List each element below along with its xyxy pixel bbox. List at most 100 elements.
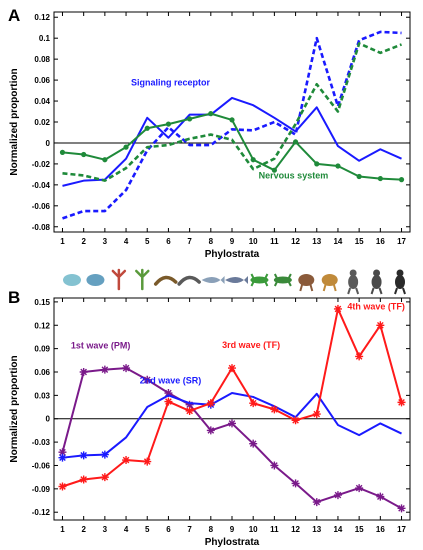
lizard-icon-body bbox=[273, 276, 292, 284]
panel-b-series-1st-wave-pm-point bbox=[355, 484, 364, 493]
lemur-icon-legs bbox=[347, 287, 360, 295]
panel-a-y-axis-title: Normalized proportion bbox=[9, 68, 20, 175]
panel-b-ytick-label: 0.15 bbox=[34, 298, 50, 307]
panel-b-xtick-label: 12 bbox=[291, 525, 300, 534]
panel-b-ytick-label: 0 bbox=[46, 415, 51, 424]
panel-b-series-1st-wave-pm-point bbox=[185, 400, 194, 409]
panel-b-series-3rd-wave-tf-point bbox=[58, 482, 67, 491]
worm-icon bbox=[153, 275, 178, 286]
panel-b-series-2nd-wave-sr-point bbox=[58, 453, 67, 462]
panel-b-xtick-label: 11 bbox=[270, 525, 279, 534]
panel-a-series-nervous-system-point bbox=[123, 144, 129, 150]
panel-b-series-3rd-wave-tf-point bbox=[355, 352, 364, 361]
panel-a-xtick-label: 1 bbox=[60, 237, 65, 246]
panel-b-series-2nd-wave-sr-point bbox=[100, 450, 109, 459]
panel-b-series-3rd-wave-tf-point bbox=[270, 405, 279, 414]
worm-icon-body bbox=[153, 275, 178, 286]
coral-icon bbox=[111, 268, 127, 291]
panel-b-ytick-label: 0.06 bbox=[34, 368, 50, 377]
panel-a-letter: A bbox=[8, 6, 20, 25]
panel-b-series-1st-wave-pm-point bbox=[79, 368, 88, 376]
panel-b-series-3rd-wave-tf-point bbox=[291, 416, 300, 425]
panel-a-xtick-label: 5 bbox=[145, 237, 150, 246]
lizard-icon bbox=[273, 273, 292, 287]
panel-b-series-3rd-wave-tf-point bbox=[249, 399, 258, 408]
panel-b-series-1st-wave-pm-point bbox=[164, 389, 173, 398]
panel-b-series-3rd-wave-tf-point bbox=[143, 457, 152, 466]
panel-b-xtick-label: 3 bbox=[103, 525, 108, 534]
panel-a-ytick-label: -0.06 bbox=[32, 202, 51, 211]
organism-icon-row bbox=[63, 268, 406, 295]
panel-a-series-nervous-system-point bbox=[314, 161, 320, 167]
panel-a-xtick-label: 6 bbox=[166, 237, 171, 246]
panel-a-xtick-label: 12 bbox=[291, 237, 300, 246]
panel-b-series-3rd-wave-tf-point bbox=[79, 475, 88, 484]
hydra-icon bbox=[135, 268, 150, 291]
kangaroo-icon-body bbox=[321, 274, 338, 286]
panel-b-ytick-label: -0.03 bbox=[32, 438, 51, 447]
panel-a-xtick-label: 8 bbox=[209, 237, 214, 246]
platypus-icon-body bbox=[298, 274, 315, 286]
panel-a-series-nervous-system-point bbox=[271, 167, 277, 173]
leech-icon-body bbox=[177, 275, 201, 286]
monkey-icon-head bbox=[373, 269, 381, 277]
fish-icon-body bbox=[201, 276, 225, 284]
monkey-icon-legs bbox=[370, 287, 383, 295]
panel-b-annotation-4th-wave-tf: 4th wave (TF) bbox=[347, 302, 405, 312]
panel-a-x-axis-title: Phylostrata bbox=[205, 249, 260, 260]
panel-a-series-nervous-system-point bbox=[102, 157, 108, 163]
fish-icon bbox=[201, 276, 225, 284]
panel-a-ytick-label: 0.08 bbox=[34, 55, 50, 64]
panel-b-letter: B bbox=[8, 288, 20, 307]
panel-b-series-1st-wave-pm-point bbox=[291, 479, 300, 488]
panel-b-xtick-label: 2 bbox=[81, 525, 86, 534]
panel-b-series-3rd-wave-tf-point bbox=[100, 473, 109, 482]
panel-b-xtick-label: 5 bbox=[145, 525, 150, 534]
panel-a-ytick-label: 0.06 bbox=[34, 76, 50, 85]
platypus-icon bbox=[298, 274, 315, 292]
frog-icon-body bbox=[250, 276, 269, 284]
panel-b-series-3rd-wave-tf-point bbox=[376, 321, 385, 330]
panel-a-ytick-label: -0.08 bbox=[32, 223, 51, 232]
platypus-icon-legs bbox=[299, 283, 314, 292]
panel-b-ytick-label: -0.06 bbox=[32, 461, 51, 470]
panel-a-xtick-label: 4 bbox=[124, 237, 129, 246]
panel-a-xtick-label: 9 bbox=[230, 237, 235, 246]
gorilla-icon-body bbox=[395, 275, 405, 289]
panel-b-ytick-label: -0.12 bbox=[32, 508, 51, 517]
panel-a-xtick-label: 11 bbox=[270, 237, 279, 246]
panel-a-ytick-label: 0.12 bbox=[34, 13, 50, 22]
panel-b-xtick-label: 10 bbox=[249, 525, 258, 534]
panel-a-series-nervous-system-point bbox=[187, 116, 193, 122]
panel-b-y-axis-title: Normalized proportion bbox=[9, 355, 20, 462]
panel-a-xtick-label: 3 bbox=[103, 237, 108, 246]
lemur-icon-body bbox=[348, 275, 359, 289]
panel-b-series-1st-wave-pm-point bbox=[270, 461, 279, 470]
panel-b-series-1st-wave-pm-point bbox=[58, 448, 67, 457]
panel-b-xtick-label: 14 bbox=[333, 525, 342, 534]
gorilla-icon-head bbox=[396, 269, 404, 277]
panel-a-xtick-label: 16 bbox=[376, 237, 385, 246]
panel-b-series-1st-wave-pm-point bbox=[206, 426, 215, 435]
coral-icon-body bbox=[111, 268, 127, 291]
lizard-icon-legs bbox=[273, 273, 292, 287]
amoeba-icon bbox=[63, 274, 81, 286]
panel-b-xtick-label: 13 bbox=[312, 525, 321, 534]
panel-b-xtick-label: 17 bbox=[397, 525, 406, 534]
panel-b-series-3rd-wave-tf-point bbox=[312, 410, 321, 419]
kangaroo-icon bbox=[321, 274, 338, 292]
panel-a-ytick-label: 0.1 bbox=[39, 34, 51, 43]
panel-a-xtick-label: 17 bbox=[397, 237, 406, 246]
panel-a-ytick-label: -0.02 bbox=[32, 160, 51, 169]
panel-b-series-3rd-wave-tf-point bbox=[206, 399, 215, 408]
panel-b-series-3rd-wave-tf-point bbox=[397, 398, 406, 407]
panel-b-xtick-label: 1 bbox=[60, 525, 65, 534]
protist-icon-body bbox=[86, 274, 105, 286]
panel-b-series-3rd-wave-tf-point bbox=[164, 397, 173, 406]
panel-a-series-nervous-system-point bbox=[398, 177, 405, 183]
panel-a-xtick-label: 14 bbox=[333, 237, 342, 246]
protist-icon bbox=[86, 274, 105, 286]
panel-b-x-axis-title: Phylostrata bbox=[205, 537, 260, 548]
panel-b-series-3rd-wave-tf-point bbox=[333, 304, 342, 313]
leech-icon bbox=[177, 275, 201, 286]
